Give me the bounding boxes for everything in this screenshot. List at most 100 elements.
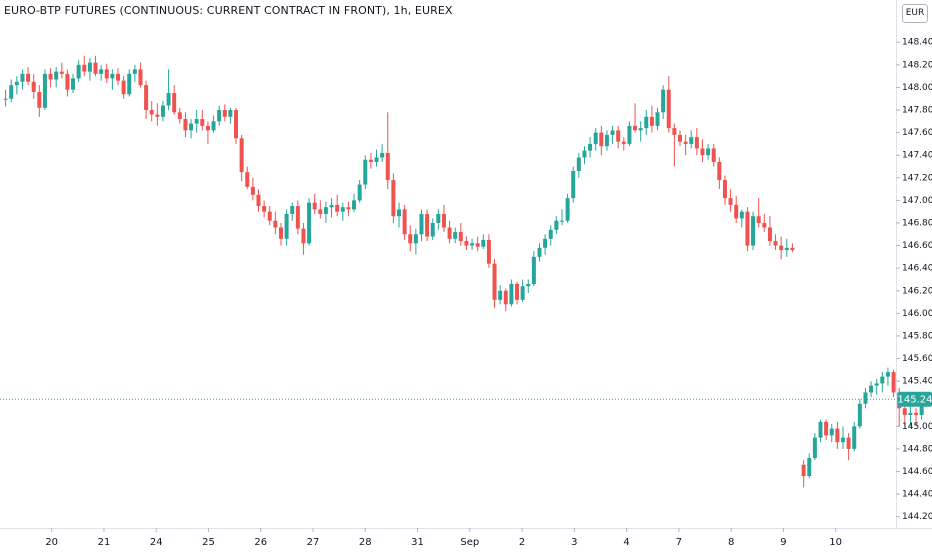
candle — [863, 388, 867, 408]
candle-body — [391, 180, 395, 216]
candle-body — [178, 112, 182, 119]
candle-body — [768, 228, 772, 242]
candle-body — [43, 74, 47, 108]
candle-body — [82, 65, 86, 72]
candle-body — [526, 284, 530, 286]
candle-body — [841, 438, 845, 443]
x-tick-label: 24 — [150, 537, 163, 548]
candle-body — [712, 148, 716, 162]
candle — [880, 372, 884, 392]
candle — [790, 243, 794, 252]
y-tick-label: 144.80 — [902, 444, 932, 454]
price-axis[interactable]: 148.40148.20148.00147.80147.60147.40147.… — [896, 38, 932, 522]
candle — [285, 209, 289, 245]
candle — [819, 420, 823, 443]
y-tick-label: 144.40 — [902, 490, 932, 500]
candle — [358, 180, 362, 203]
candle — [313, 194, 317, 214]
time-axis[interactable]: 92021242526272831Sep23478910 — [0, 528, 842, 548]
candle-body — [453, 232, 457, 239]
candle — [875, 379, 879, 395]
candle — [414, 229, 418, 255]
candle-body — [122, 81, 126, 95]
y-tick-label: 148.00 — [902, 83, 932, 93]
candle — [869, 381, 873, 397]
candle-body — [560, 221, 564, 222]
candle — [588, 137, 592, 157]
candle-body — [774, 241, 778, 246]
candle-body — [509, 284, 513, 304]
candle-body — [549, 230, 553, 239]
candle-body — [138, 69, 142, 85]
candle — [802, 460, 806, 487]
candle-body — [515, 284, 519, 300]
candle-body — [77, 65, 81, 79]
candle-body — [869, 386, 873, 393]
candles — [4, 56, 924, 488]
candle-body — [94, 63, 98, 74]
candle — [71, 74, 75, 93]
candle — [487, 234, 491, 268]
candle — [245, 167, 249, 190]
y-tick-label: 147.40 — [902, 151, 932, 161]
candle-body — [493, 264, 497, 300]
y-tick-label: 147.00 — [902, 196, 932, 206]
candle-body — [532, 257, 536, 284]
candle — [307, 198, 311, 245]
candle — [296, 200, 300, 234]
candle-body — [15, 82, 19, 85]
candle — [116, 68, 120, 85]
candle-body — [661, 90, 665, 113]
candle — [639, 121, 643, 141]
y-tick-label: 144.20 — [902, 512, 932, 522]
candle-body — [330, 205, 334, 207]
candle — [419, 209, 423, 241]
y-tick-label: 148.20 — [902, 60, 932, 70]
candle-body — [802, 465, 806, 476]
y-tick-label: 146.20 — [902, 286, 932, 296]
candle-body — [723, 180, 727, 198]
candle-body — [133, 69, 137, 74]
candle-body — [745, 212, 749, 246]
candle-body — [301, 229, 305, 244]
candle — [723, 176, 727, 205]
candle — [290, 203, 294, 221]
candle — [324, 202, 328, 223]
candle — [729, 189, 733, 212]
candle-body — [414, 234, 418, 243]
candle — [515, 282, 519, 305]
candle — [217, 106, 221, 126]
y-tick-label: 145.80 — [902, 331, 932, 341]
candle — [622, 137, 626, 151]
candle — [436, 209, 440, 229]
candle — [448, 221, 452, 244]
candle — [678, 130, 682, 146]
candle — [667, 76, 671, 132]
x-tick-label: 27 — [307, 537, 320, 548]
candle — [234, 108, 238, 144]
candle-body — [161, 106, 165, 117]
candle — [26, 67, 30, 85]
candle — [369, 153, 373, 169]
candle-body — [223, 110, 227, 117]
candle-body — [245, 172, 249, 187]
candle — [504, 289, 508, 312]
y-tick-label: 144.60 — [902, 467, 932, 477]
candle-body — [32, 82, 36, 92]
currency-button[interactable]: EUR — [902, 4, 928, 23]
candle-body — [729, 198, 733, 205]
candle — [672, 124, 676, 167]
candle-body — [470, 243, 474, 245]
candle-body — [611, 130, 615, 135]
candle — [82, 56, 86, 76]
candle — [99, 65, 103, 81]
candle — [481, 234, 485, 249]
candle-body — [375, 157, 379, 162]
candle-body — [436, 214, 440, 223]
x-tick-label: 4 — [623, 537, 629, 548]
candle — [155, 103, 159, 126]
candle — [442, 205, 446, 232]
candle-body — [751, 216, 755, 245]
